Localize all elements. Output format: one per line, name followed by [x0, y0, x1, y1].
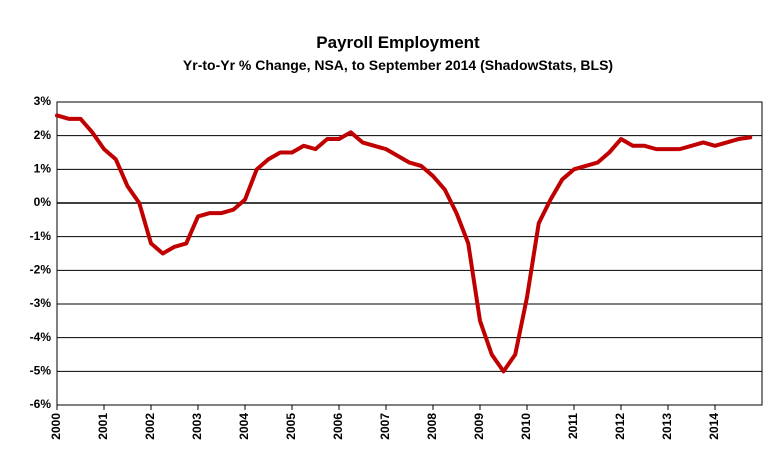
- y-tick-label: 2%: [34, 128, 52, 142]
- y-tick-label: -3%: [30, 296, 52, 310]
- x-tick-label: 2012: [613, 413, 627, 440]
- x-tick-label: 2010: [519, 413, 533, 440]
- x-tick-label: 2008: [425, 413, 439, 440]
- x-tick-label: 2011: [566, 413, 580, 439]
- x-tick-label: 2003: [190, 413, 204, 440]
- x-tick-label: 2007: [378, 413, 392, 440]
- data-line: [55, 113, 753, 374]
- x-tick-label: 2009: [472, 413, 486, 440]
- x-tick-label: 2001: [96, 413, 110, 440]
- y-tick-label: -1%: [30, 229, 52, 243]
- y-tick-label: -5%: [30, 364, 52, 378]
- y-tick-label: -4%: [30, 330, 52, 344]
- y-tick-label: 0%: [34, 195, 52, 209]
- x-tick-label: 2006: [331, 413, 345, 440]
- x-tick-label: 2005: [284, 413, 298, 440]
- x-tick-label: 2000: [49, 413, 63, 440]
- x-tick-label: 2014: [707, 413, 721, 440]
- y-tick-label: -6%: [30, 397, 52, 411]
- x-tick-label: 2013: [660, 413, 674, 440]
- x-tick-label: 2002: [143, 413, 157, 440]
- chart-title: Payroll Employment: [316, 33, 480, 52]
- y-tick-label: 1%: [34, 162, 52, 176]
- y-tick-label: 3%: [34, 94, 52, 108]
- x-tick-label: 2004: [237, 413, 251, 440]
- y-tick-label: -2%: [30, 263, 52, 277]
- chart-subtitle: Yr-to-Yr % Change, NSA, to September 201…: [183, 57, 613, 73]
